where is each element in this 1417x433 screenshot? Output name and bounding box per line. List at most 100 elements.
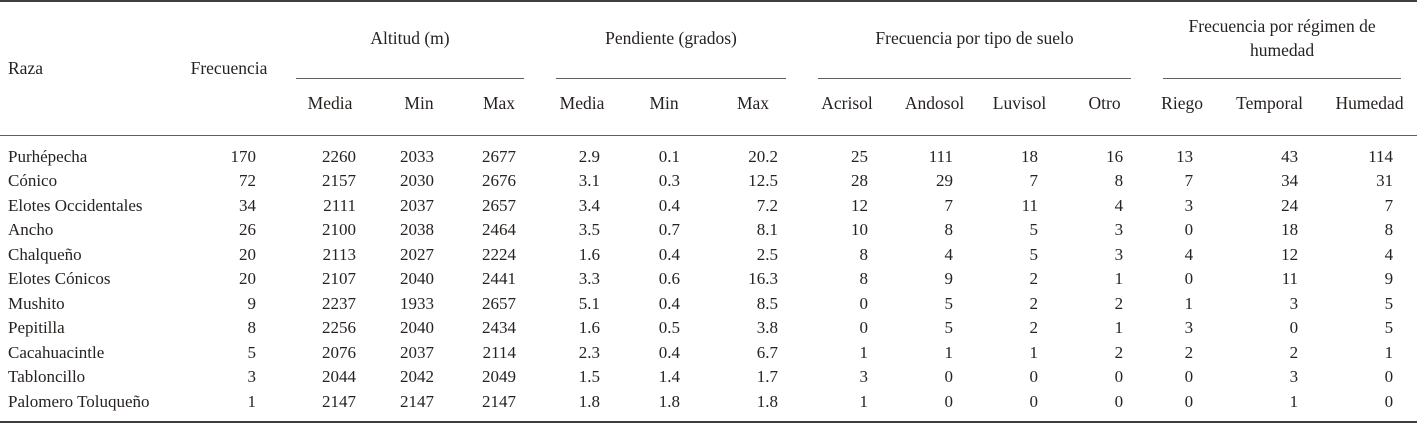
value-cell: 1.8 [756, 391, 779, 411]
value-cell: 2256 [322, 318, 356, 337]
value-cell: 2441 [482, 269, 517, 288]
value-cell: 0 [1114, 367, 1124, 386]
raza-cell: Cónico [8, 171, 58, 190]
col-header-otro: Otro [1088, 93, 1121, 114]
value-cell: 8 [944, 220, 954, 239]
value-cell: 3 [1289, 293, 1299, 313]
value-cell: 9 [1384, 269, 1394, 288]
value-cell: 0.7 [658, 220, 681, 239]
value-cell: 114 [1368, 146, 1394, 166]
value-cell: 5 [1029, 220, 1039, 239]
value-cell: 12.5 [748, 171, 779, 190]
raza-cell: Mushito [8, 293, 65, 313]
value-cell: 31 [1376, 171, 1394, 190]
value-cell: 3.5 [578, 220, 601, 239]
value-cell: 2657 [482, 293, 517, 313]
value-cell: 20 [239, 244, 256, 264]
raza-cell: Cacahuacintle [8, 342, 105, 362]
value-cell: 3 [1114, 244, 1124, 264]
value-cell: 3 [247, 367, 257, 386]
value-cell: 10 [851, 220, 869, 239]
value-cell: 20.2 [748, 146, 779, 166]
value-cell: 5 [1384, 293, 1394, 313]
value-cell: 2464 [482, 220, 517, 239]
value-cell: 3 [1289, 367, 1299, 386]
value-cell: 18 [1021, 146, 1039, 166]
value-cell: 2 [1184, 342, 1194, 362]
value-cell: 2.5 [756, 244, 779, 264]
value-cell: 16 [1106, 146, 1124, 166]
table-row: Tabloncillo 3 2044 2042 2049 1.5 1.4 1.7 3 0 0 0 0 3 0 [0, 365, 1417, 390]
value-cell: 7 [1184, 171, 1194, 190]
value-cell: 0 [859, 293, 869, 313]
value-cell: 72 [239, 171, 256, 190]
value-cell: 1933 [400, 293, 434, 313]
value-cell: 2114 [482, 342, 517, 362]
value-cell: 0 [859, 318, 869, 337]
value-cell: 25 [851, 146, 869, 166]
table-row: Mushito 9 2237 1933 2657 5.1 0.4 8.5 0 5 2 2 1 3 5 [0, 292, 1417, 317]
col-header-acrisol: Acrisol [821, 93, 873, 114]
raza-cell: Purhépecha [8, 146, 88, 166]
value-cell: 2042 [400, 367, 434, 386]
value-cell: 0 [944, 367, 954, 386]
col-header-luvisol: Luvisol [992, 93, 1047, 114]
value-cell: 5 [944, 318, 954, 337]
value-cell: 2 [1114, 342, 1124, 362]
value-cell: 5 [1384, 318, 1394, 337]
value-cell: 2040 [400, 269, 434, 288]
value-cell: 8 [1384, 220, 1394, 239]
group-label-pendiente: Pendiente (grados) [605, 27, 737, 48]
value-cell: 8 [859, 269, 869, 288]
value-cell: 24 [1281, 195, 1299, 215]
value-cell: 2037 [400, 195, 434, 215]
raza-cell: Tabloncillo [8, 367, 86, 386]
value-cell: 2676 [482, 171, 517, 190]
value-cell: 11 [1021, 195, 1039, 215]
group-header-altitud: Altitud (m) [280, 1, 540, 79]
value-cell: 7 [1029, 171, 1039, 190]
table-row: Pepitilla 8 2256 2040 2434 1.6 0.5 3.8 0 5 2 1 3 0 5 [0, 316, 1417, 341]
raza-cell: Palomero Toluqueño [8, 391, 150, 411]
table-row: Purhépecha 170 2260 2033 2677 2.9 0.1 20.2 25 111… [0, 135, 1417, 169]
raza-cell: Chalqueño [8, 244, 82, 264]
value-cell: 0 [1029, 391, 1039, 411]
value-cell: 11 [1281, 269, 1299, 288]
value-cell: 4 [944, 244, 954, 264]
value-cell: 9 [944, 269, 954, 288]
value-cell: 6.7 [756, 342, 779, 362]
value-cell: 16.3 [748, 269, 779, 288]
value-cell: 0 [1184, 367, 1194, 386]
group-header-suelo: Frecuencia por tipo de suelo [802, 1, 1147, 79]
value-cell: 8.5 [756, 293, 779, 313]
col-header-andosol: Andosol [904, 93, 965, 114]
value-cell: 3 [859, 367, 869, 386]
col-header-humedad: Humedad [1335, 93, 1404, 114]
value-cell: 1 [1184, 293, 1194, 313]
value-cell: 0 [1114, 391, 1124, 411]
value-cell: 7 [1384, 195, 1394, 215]
group-header-pendiente: Pendiente (grados) [540, 1, 802, 79]
table-row: Chalqueño 20 2113 2027 2224 1.6 0.4 2.5 8 4 5 3 4 12 4 [0, 243, 1417, 268]
value-cell: 4 [1114, 195, 1124, 215]
value-cell: 1.6 [578, 318, 601, 337]
value-cell: 12 [1281, 244, 1299, 264]
value-cell: 2113 [322, 244, 356, 264]
group-rule [556, 78, 787, 79]
table-body: Purhépecha 170 2260 2033 2677 2.9 0.1 20.2 25 111… [0, 135, 1417, 422]
value-cell: 2147 [482, 391, 517, 411]
value-cell: 1 [1384, 342, 1394, 362]
value-cell: 0 [1029, 367, 1039, 386]
table-row: Ancho 26 2100 2038 2464 3.5 0.7 8.1 10 8 5 3 0 18 8 [0, 218, 1417, 243]
col-header-altitud-min: Min [404, 93, 434, 114]
value-cell: 2038 [400, 220, 434, 239]
value-cell: 2100 [322, 220, 356, 239]
col-header-riego: Riego [1161, 93, 1203, 114]
value-cell: 2677 [482, 146, 517, 166]
table-row: Elotes Occidentales 34 2111 2037 2657 3.4 0.4 7… [0, 194, 1417, 219]
value-cell: 43 [1281, 146, 1299, 166]
value-cell: 1 [859, 391, 869, 411]
col-header-pendiente-media: Media [559, 93, 605, 114]
value-cell: 26 [239, 220, 256, 239]
value-cell: 0.4 [658, 244, 681, 264]
